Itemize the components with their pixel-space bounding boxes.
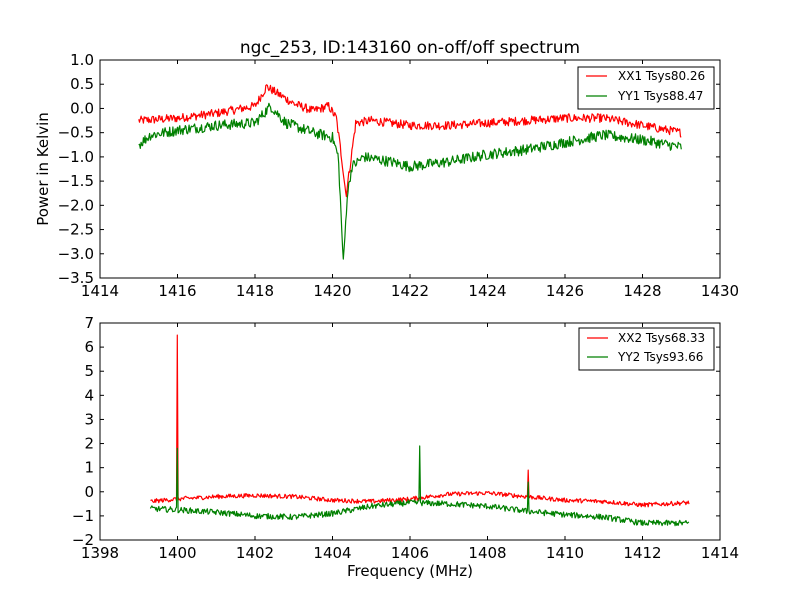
series-line-yy2 bbox=[149, 445, 690, 527]
y-tick-label: −1.0 bbox=[58, 148, 94, 166]
bottom-plot-frame bbox=[99, 322, 721, 541]
bottom-plot-series bbox=[149, 334, 690, 527]
x-tick-label: 1430 bbox=[701, 282, 739, 300]
x-tick-label: 1406 bbox=[391, 544, 429, 562]
legend-label-yy1: YY1 Tsys88.47 bbox=[617, 89, 703, 103]
top-subplot: ngc_253, ID:143160 on-off/off spectrum P… bbox=[34, 38, 739, 300]
x-tick-label: 1428 bbox=[623, 282, 661, 300]
y-tick-label: 6 bbox=[84, 338, 94, 356]
legend-box bbox=[578, 327, 715, 371]
y-tick-label: −0.5 bbox=[58, 124, 94, 142]
y-axis-label: Power in Kelvin bbox=[34, 112, 52, 226]
top-axis-ticks: 1414 1416 1418 1420 1422 1424 1426 1428 1430 −3.5… bbox=[58, 51, 740, 300]
x-tick-label: 1398 bbox=[81, 544, 119, 562]
legend-label-yy2: YY2 Tsys93.66 bbox=[617, 350, 703, 364]
x-tick-label: 1404 bbox=[313, 544, 351, 562]
x-tick-label: 1400 bbox=[158, 544, 196, 562]
y-tick-label: 0.0 bbox=[70, 99, 94, 117]
y-tick-label: −1.5 bbox=[58, 172, 94, 190]
x-tick-label: 1416 bbox=[158, 282, 196, 300]
y-tick-label: 4 bbox=[84, 386, 94, 404]
y-tick-label: 2 bbox=[84, 435, 94, 453]
x-tick-label: 1422 bbox=[391, 282, 429, 300]
x-tick-label: 1414 bbox=[81, 282, 119, 300]
y-tick-label: −2 bbox=[72, 531, 94, 549]
y-tick-label: 0 bbox=[84, 483, 94, 501]
y-tick-label: 5 bbox=[84, 362, 94, 380]
y-tick-label: 1.0 bbox=[70, 51, 94, 69]
top-plot-frame bbox=[99, 59, 721, 279]
x-tick-label: 1408 bbox=[468, 544, 506, 562]
x-tick-label: 1426 bbox=[546, 282, 584, 300]
x-tick-label: 1424 bbox=[468, 282, 506, 300]
x-tick-label: 1418 bbox=[236, 282, 274, 300]
x-tick-label: 1420 bbox=[313, 282, 351, 300]
chart-title: ngc_253, ID:143160 on-off/off spectrum bbox=[240, 38, 580, 58]
series-line-xx1 bbox=[138, 84, 682, 198]
series-line-yy1 bbox=[138, 102, 682, 260]
legend-label-xx2: XX2 Tsys68.33 bbox=[618, 331, 705, 345]
y-tick-label: 1 bbox=[84, 459, 94, 477]
y-tick-label: 3 bbox=[84, 410, 94, 428]
bottom-axis-ticks: 1398 1400 1402 1404 1406 1408 1410 1412 1414−2−1… bbox=[72, 314, 739, 562]
y-tick-label: −1 bbox=[72, 507, 94, 525]
series-line-xx2 bbox=[150, 334, 690, 508]
top-legend: XX1 Tsys80.26 YY1 Tsys88.47 bbox=[577, 66, 715, 110]
bottom-legend: XX2 Tsys68.33 YY2 Tsys93.66 bbox=[578, 327, 715, 371]
legend-label-xx1: XX1 Tsys80.26 bbox=[618, 69, 705, 83]
y-tick-label: −2.5 bbox=[58, 221, 94, 239]
x-tick-label: 1412 bbox=[623, 544, 661, 562]
y-tick-label: −3.5 bbox=[58, 269, 94, 287]
x-tick-label: 1410 bbox=[546, 544, 584, 562]
bottom-subplot: Frequency (MHz) 1398 1400 1402 1404 1406 1408… bbox=[72, 314, 739, 580]
x-tick-label: 1414 bbox=[701, 544, 739, 562]
y-tick-label: 7 bbox=[84, 314, 94, 332]
x-tick-label: 1402 bbox=[236, 544, 274, 562]
y-tick-label: −2.0 bbox=[58, 196, 94, 214]
y-tick-label: 0.5 bbox=[70, 75, 94, 93]
y-tick-label: −3.0 bbox=[58, 245, 94, 263]
legend-box bbox=[577, 66, 715, 110]
x-axis-label: Frequency (MHz) bbox=[347, 562, 473, 580]
top-plot-series bbox=[138, 84, 682, 260]
